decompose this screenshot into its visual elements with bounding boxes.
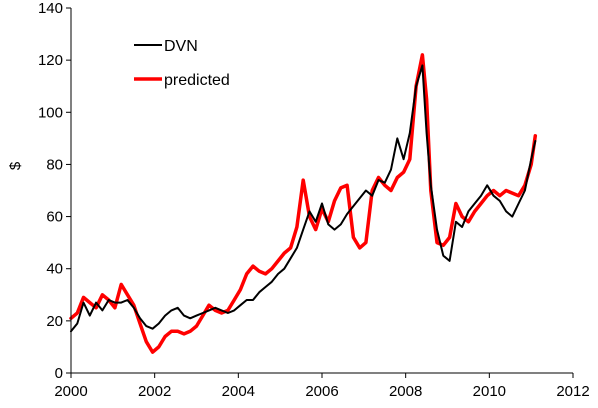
y-tick-label: 100 — [38, 104, 63, 121]
axes — [66, 7, 574, 378]
y-tick-label: 80 — [46, 156, 63, 173]
x-tick-label: 2004 — [222, 383, 255, 400]
x-tick-label: 2008 — [389, 383, 422, 400]
tick-labels: 0 20 40 60 80 100 120 140 2000 2002 2004 2006 2008 20… — [38, 0, 590, 400]
y-tick-label: 40 — [46, 261, 63, 278]
x-tick-label: 2006 — [305, 383, 338, 400]
y-tick-label: 120 — [38, 52, 63, 69]
y-axis-label: $ — [7, 161, 24, 170]
x-tick-label: 2000 — [54, 383, 87, 400]
y-tick-label: 60 — [46, 209, 63, 226]
series-line-dvn — [70, 64, 537, 333]
x-tick-label: 2012 — [556, 383, 589, 400]
y-tick-label: 0 — [55, 365, 63, 382]
x-tick-label: 2002 — [138, 383, 171, 400]
x-tick-label: 2010 — [473, 383, 506, 400]
series-line-predicted — [69, 53, 538, 354]
legend-label: predicted — [164, 72, 230, 89]
plot-area — [69, 53, 538, 354]
legend-label: DVN — [164, 38, 198, 55]
legend: DVN predicted — [134, 38, 230, 89]
y-tick-label: 20 — [46, 313, 63, 330]
y-tick-label: 140 — [38, 0, 63, 17]
